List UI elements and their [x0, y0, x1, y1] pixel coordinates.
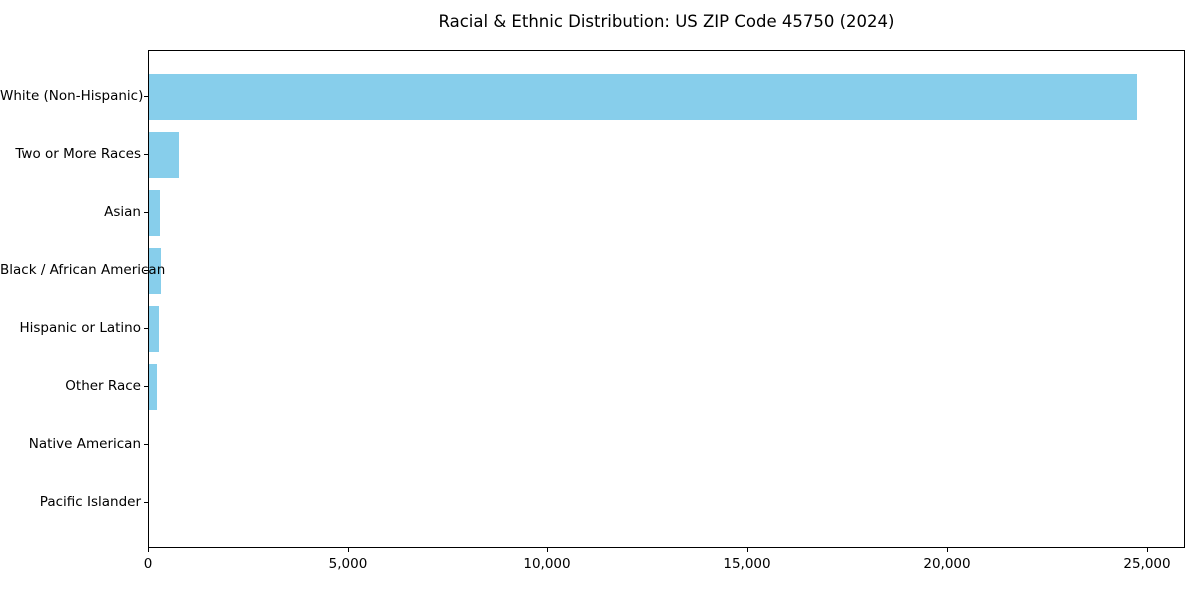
y-tick-label-asian: Asian: [104, 204, 141, 220]
bar-hispanic-or-latino: [149, 306, 159, 352]
bar-two-or-more-races: [149, 132, 180, 178]
y-tick-label-native-american: Native American: [28, 436, 141, 452]
x-tick-label-10000: 10,000: [523, 556, 571, 572]
y-tick-label-pacific-islander: Pacific Islander: [39, 494, 141, 510]
y-tick-label-black-african-american: Black / African American: [0, 262, 166, 278]
y-tick-label-two-or-more-races: Two or More Races: [15, 146, 141, 162]
x-tick-mark: [547, 548, 548, 552]
bar-black-african-american: [149, 248, 161, 294]
x-tick-label-5000: 5,000: [328, 556, 368, 572]
x-tick-label-25000: 25,000: [1123, 556, 1171, 572]
x-tick-mark: [148, 548, 149, 552]
x-tick-mark: [348, 548, 349, 552]
y-tick-label-hispanic-or-latino: Hispanic or Latino: [19, 320, 141, 336]
y-tick-mark: [144, 328, 148, 329]
bar-other-race: [149, 364, 157, 410]
y-tick-mark: [144, 96, 148, 97]
y-tick-mark: [144, 502, 148, 503]
x-tick-mark: [947, 548, 948, 552]
x-tick-mark: [747, 548, 748, 552]
plot-area: [148, 50, 1185, 548]
y-tick-mark: [144, 154, 148, 155]
y-tick-mark: [144, 444, 148, 445]
y-tick-label-white-non-hispanic: White (Non-Hispanic): [0, 88, 144, 104]
y-tick-mark: [144, 270, 148, 271]
chart-title: Racial & Ethnic Distribution: US ZIP Cod…: [438, 12, 895, 31]
y-tick-mark: [144, 386, 148, 387]
y-tick-label-other-race: Other Race: [65, 378, 141, 394]
bar-white-non-hispanic: [149, 74, 1137, 120]
x-tick-label-15000: 15,000: [723, 556, 771, 572]
bar-asian: [149, 190, 161, 236]
x-tick-label-0: 0: [143, 556, 153, 572]
x-tick-label-20000: 20,000: [923, 556, 971, 572]
y-tick-mark: [144, 212, 148, 213]
x-tick-mark: [1147, 548, 1148, 552]
